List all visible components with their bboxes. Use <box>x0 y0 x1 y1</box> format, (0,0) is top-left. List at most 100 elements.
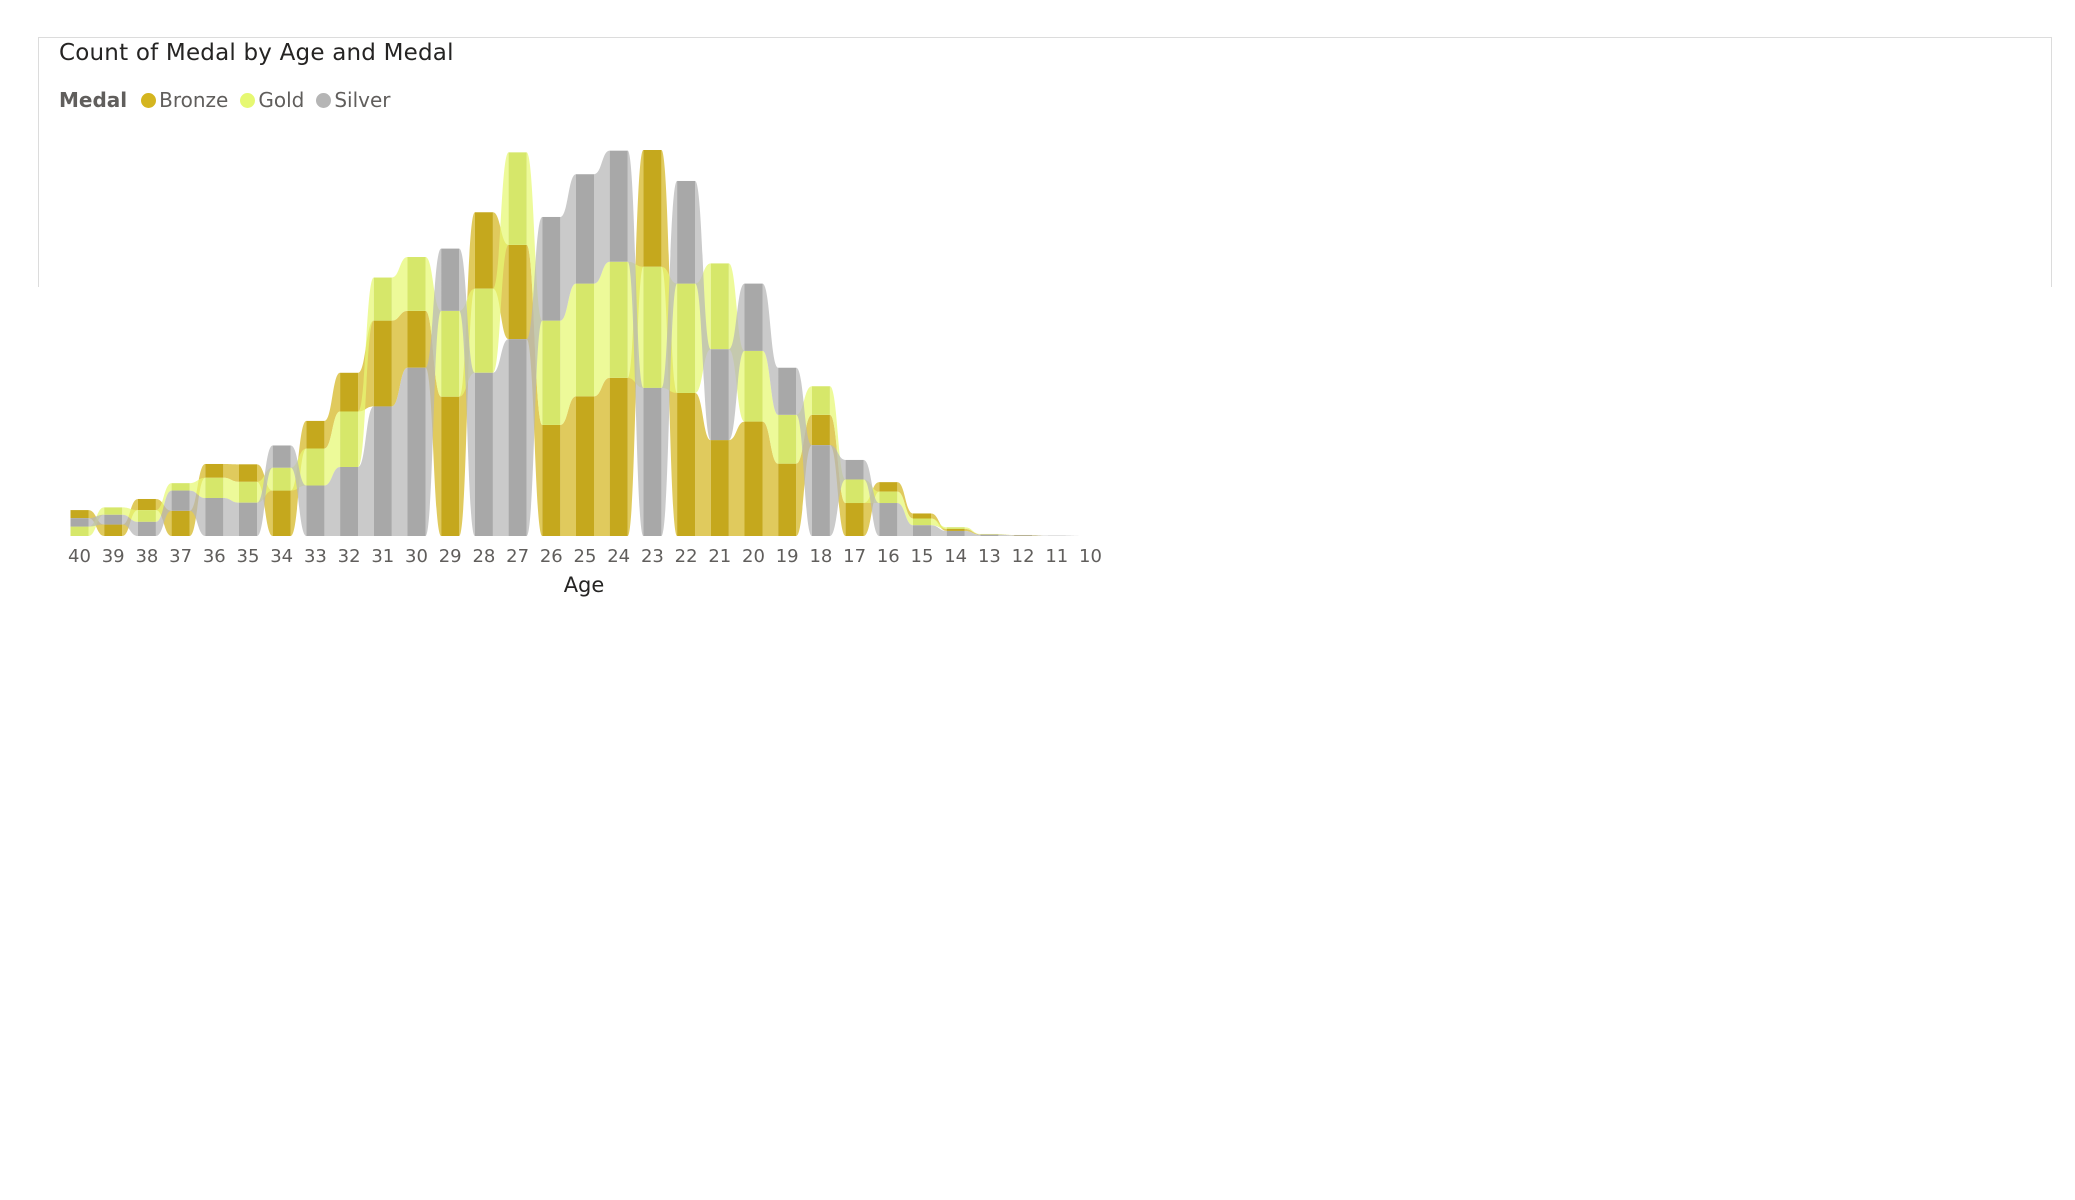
ribbon-silver-31-30[interactable] <box>391 367 408 536</box>
column-segment-bronze-age-40[interactable] <box>70 510 89 519</box>
ribbon-silver-24-23[interactable] <box>627 150 644 536</box>
column-segment-silver-age-37[interactable] <box>171 490 190 511</box>
ribbon-gold-25-24[interactable] <box>594 261 610 397</box>
column-segment-gold-age-14[interactable] <box>946 527 965 529</box>
ribbon-bronze-26-25[interactable] <box>560 396 576 536</box>
ribbon-bronze-15-14[interactable] <box>931 513 947 531</box>
ribbon-gold-26-25[interactable] <box>560 283 576 425</box>
column-segment-silver-age-29[interactable] <box>441 248 460 311</box>
column-segment-bronze-age-38[interactable] <box>137 498 156 511</box>
column-segment-gold-age-19[interactable] <box>778 414 797 464</box>
ribbon-silver-30-29[interactable] <box>425 248 442 536</box>
ribbon-silver-39-38[interactable] <box>122 514 138 536</box>
column-segment-bronze-age-27[interactable] <box>508 244 527 340</box>
ribbon-bronze-12-11[interactable] <box>1032 534 1048 536</box>
ribbon-silver-22-21[interactable] <box>695 180 711 441</box>
column-segment-gold-age-26[interactable] <box>542 320 561 425</box>
ribbon-silver-26-25[interactable] <box>560 174 576 321</box>
column-segment-bronze-age-34[interactable] <box>272 490 291 536</box>
column-segment-gold-age-24[interactable] <box>609 261 628 378</box>
column-segment-bronze-age-33[interactable] <box>306 420 325 449</box>
column-segment-bronze-age-31[interactable] <box>373 320 392 407</box>
ribbon-silver-19-18[interactable] <box>796 367 812 536</box>
column-segment-bronze-age-23[interactable] <box>643 150 662 267</box>
column-segment-gold-age-33[interactable] <box>306 448 325 486</box>
ribbon-silver-17-16[interactable] <box>863 459 880 536</box>
ribbon-gold-39-38[interactable] <box>122 507 138 522</box>
column-segment-bronze-age-37[interactable] <box>171 510 190 536</box>
ribbon-bronze-14-13[interactable] <box>964 528 981 535</box>
column-segment-silver-age-40[interactable] <box>70 518 89 527</box>
column-segment-silver-age-17[interactable] <box>845 459 864 480</box>
column-segment-bronze-age-22[interactable] <box>677 392 696 536</box>
column-segment-silver-age-23[interactable] <box>643 387 662 536</box>
column-segment-silver-age-22[interactable] <box>677 180 696 284</box>
column-segment-gold-age-29[interactable] <box>441 310 460 397</box>
column-segment-gold-age-31[interactable] <box>373 277 392 321</box>
ribbon-gold-20-19[interactable] <box>762 350 779 464</box>
column-segment-bronze-age-36[interactable] <box>205 463 224 478</box>
column-segment-silver-age-14[interactable] <box>946 530 965 536</box>
column-segment-silver-age-33[interactable] <box>306 485 325 536</box>
column-segment-silver-age-36[interactable] <box>205 497 224 536</box>
column-segment-bronze-age-18[interactable] <box>811 414 830 446</box>
column-segment-silver-age-35[interactable] <box>239 502 257 536</box>
ribbon-silver-32-31[interactable] <box>358 406 374 536</box>
column-segment-gold-age-15[interactable] <box>913 518 931 526</box>
column-segment-gold-age-39[interactable] <box>104 507 123 515</box>
legend-item-gold[interactable]: Gold <box>240 88 304 112</box>
column-segment-silver-age-30[interactable] <box>407 367 426 536</box>
column-segment-silver-age-24[interactable] <box>609 150 628 262</box>
ribbon-bronze-21-20[interactable] <box>728 421 745 536</box>
column-segment-silver-age-18[interactable] <box>811 445 830 536</box>
ribbon-silver-34-33[interactable] <box>290 445 307 536</box>
column-segment-silver-age-12[interactable] <box>1014 535 1033 536</box>
ribbon-silver-12-11[interactable] <box>1032 535 1048 536</box>
column-segment-silver-age-20[interactable] <box>744 283 763 351</box>
column-segment-bronze-age-14[interactable] <box>946 528 965 531</box>
ribbon-bronze-13-12[interactable] <box>998 534 1015 536</box>
column-segment-gold-age-36[interactable] <box>205 477 224 498</box>
column-segment-bronze-age-26[interactable] <box>542 424 561 536</box>
ribbon-gold-16-15[interactable] <box>897 491 913 526</box>
column-segment-silver-age-19[interactable] <box>778 367 797 415</box>
column-segment-gold-age-20[interactable] <box>744 350 763 422</box>
ribbon-silver-37-36[interactable] <box>189 490 206 536</box>
ribbon-bronze-25-24[interactable] <box>594 377 610 536</box>
column-segment-gold-age-27[interactable] <box>508 152 527 245</box>
ribbon-silver-16-15[interactable] <box>897 503 913 536</box>
ribbon-silver-27-26[interactable] <box>526 216 543 536</box>
column-segment-gold-age-28[interactable] <box>474 288 493 373</box>
column-segment-gold-age-40[interactable] <box>70 526 89 536</box>
column-segment-gold-age-17[interactable] <box>845 479 864 504</box>
ribbon-gold-32-31[interactable] <box>358 277 374 468</box>
ribbon-silver-20-19[interactable] <box>762 283 779 415</box>
ribbon-gold-15-14[interactable] <box>931 518 947 529</box>
ribbon-bronze-20-19[interactable] <box>762 421 779 536</box>
ribbon-gold-36-35[interactable] <box>223 477 239 503</box>
column-segment-silver-age-39[interactable] <box>104 514 123 525</box>
column-segment-silver-age-31[interactable] <box>373 406 392 536</box>
ribbon-silver-13-12[interactable] <box>998 534 1015 536</box>
ribbon-silver-21-20[interactable] <box>728 283 745 441</box>
column-segment-gold-age-25[interactable] <box>576 283 594 397</box>
ribbon-silver-33-32[interactable] <box>324 467 341 536</box>
ribbon-silver-35-34[interactable] <box>257 445 273 536</box>
ribbon-bronze-22-21[interactable] <box>695 392 711 536</box>
column-segment-gold-age-23[interactable] <box>643 266 662 388</box>
column-segment-bronze-age-32[interactable] <box>340 372 359 412</box>
column-segment-bronze-age-20[interactable] <box>744 421 763 536</box>
column-segment-bronze-age-30[interactable] <box>407 310 426 368</box>
column-segment-gold-age-22[interactable] <box>677 283 696 393</box>
column-segment-bronze-age-29[interactable] <box>441 396 460 536</box>
column-segment-silver-age-21[interactable] <box>710 349 729 441</box>
ribbon-gold-31-30[interactable] <box>391 257 408 321</box>
legend-item-bronze[interactable]: Bronze <box>141 88 228 112</box>
column-segment-gold-age-18[interactable] <box>811 386 830 415</box>
column-segment-gold-age-30[interactable] <box>407 257 426 311</box>
ribbon-silver-29-28[interactable] <box>459 248 475 536</box>
ribbon-bronze-33-32[interactable] <box>324 372 341 449</box>
ribbon-silver-23-22[interactable] <box>661 180 678 537</box>
ribbon-gold-38-37[interactable] <box>155 483 172 522</box>
column-segment-bronze-age-15[interactable] <box>913 513 931 519</box>
